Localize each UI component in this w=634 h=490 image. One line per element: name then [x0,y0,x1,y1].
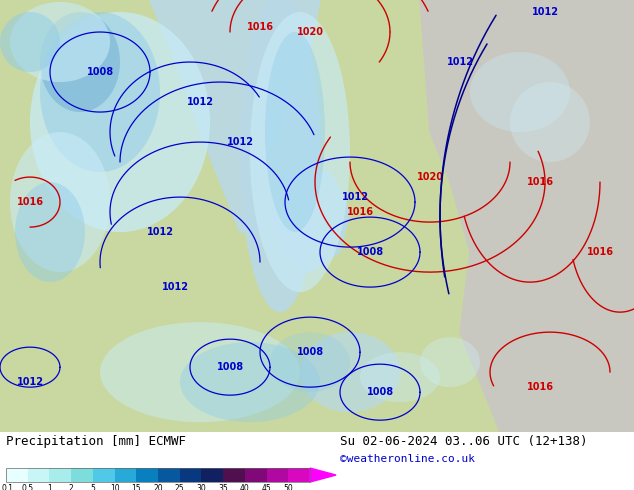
Ellipse shape [240,0,320,312]
Ellipse shape [15,182,85,282]
Ellipse shape [0,12,60,72]
Ellipse shape [470,52,570,132]
Ellipse shape [360,352,440,402]
Text: ©weatheronline.co.uk: ©weatheronline.co.uk [340,454,475,464]
Bar [266,468,288,482]
Ellipse shape [180,342,320,422]
Bar [179,468,202,482]
Text: 15: 15 [131,484,141,490]
Text: 25: 25 [175,484,184,490]
Text: 2: 2 [68,484,74,490]
Text: 1016: 1016 [586,247,614,257]
Text: 1020: 1020 [297,27,323,37]
Text: 1012: 1012 [531,7,559,17]
Text: Precipitation [mm] ECMWF: Precipitation [mm] ECMWF [6,435,186,448]
Bar [49,468,71,482]
Bar [202,468,223,482]
Polygon shape [310,468,336,482]
Bar [245,468,266,482]
Ellipse shape [300,332,400,412]
Bar [71,468,93,482]
Ellipse shape [100,322,300,422]
Text: 1008: 1008 [86,67,113,77]
Text: 1008: 1008 [366,387,394,397]
Text: 5: 5 [91,484,95,490]
Text: 1016: 1016 [16,197,44,207]
Text: 1012: 1012 [162,282,188,292]
Text: 1012: 1012 [226,137,254,147]
Bar [136,468,158,482]
Ellipse shape [510,82,590,162]
Text: 1008: 1008 [356,247,384,257]
Ellipse shape [10,2,110,82]
Ellipse shape [420,337,480,387]
Ellipse shape [30,12,210,232]
Text: 20: 20 [153,484,163,490]
Bar [28,468,49,482]
Text: 10: 10 [110,484,119,490]
Polygon shape [420,0,634,432]
Polygon shape [150,0,320,232]
Bar [288,468,310,482]
Ellipse shape [250,12,350,292]
Bar [6,468,310,482]
Text: 0.5: 0.5 [22,484,34,490]
Bar [158,468,179,482]
Text: 35: 35 [218,484,228,490]
Text: 1012: 1012 [186,97,214,107]
Polygon shape [270,172,350,272]
Bar [93,468,115,482]
Ellipse shape [10,132,110,272]
Text: 1012: 1012 [446,57,474,67]
Text: 1016: 1016 [526,382,553,392]
Text: Su 02-06-2024 03..06 UTC (12+138): Su 02-06-2024 03..06 UTC (12+138) [340,435,588,448]
Text: 45: 45 [262,484,271,490]
Text: 1012: 1012 [16,377,44,387]
Bar [223,468,245,482]
Text: 40: 40 [240,484,250,490]
Text: 1016: 1016 [247,22,273,32]
Text: 1: 1 [47,484,52,490]
Text: 1016: 1016 [526,177,553,187]
Text: 1020: 1020 [417,172,444,182]
Text: 1012: 1012 [146,227,174,237]
Ellipse shape [265,32,325,232]
Ellipse shape [40,12,120,112]
Text: 30: 30 [197,484,206,490]
Text: 1008: 1008 [216,362,243,372]
Text: 50: 50 [283,484,293,490]
Ellipse shape [40,12,160,172]
Text: 1008: 1008 [297,347,323,357]
Text: 1012: 1012 [342,192,368,202]
Text: 1016: 1016 [347,207,373,217]
Bar [115,468,136,482]
Bar [6,468,28,482]
Text: 0.1: 0.1 [1,484,13,490]
Ellipse shape [270,332,350,392]
